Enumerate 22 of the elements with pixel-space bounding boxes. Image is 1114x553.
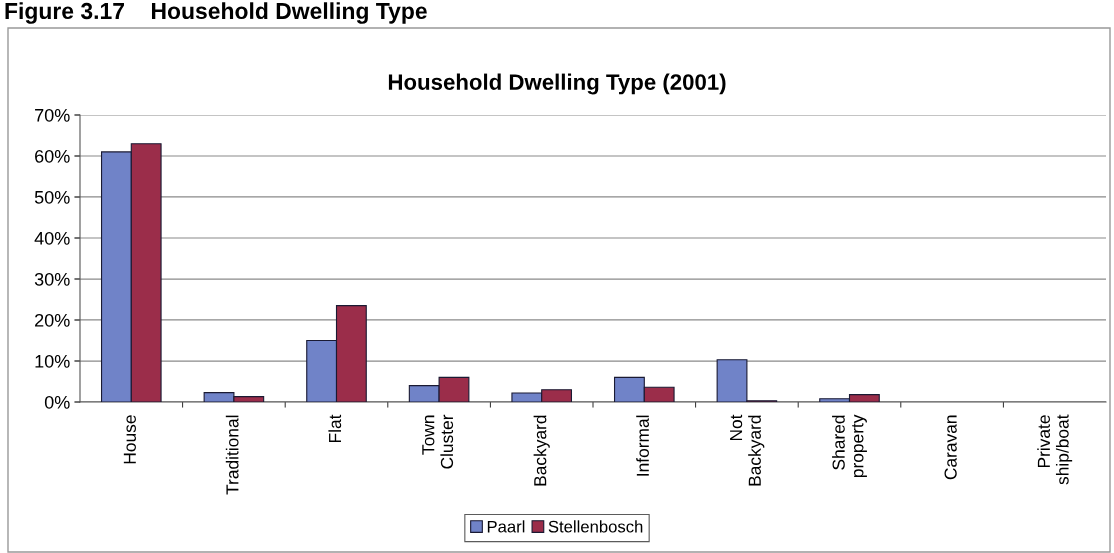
y-tick-label: 20% [35,313,70,327]
y-tick-label: 70% [35,108,70,122]
y-tick-label: 60% [35,149,70,163]
x-tick-label: Private ship/boat [1037,414,1073,485]
x-tick-label: House [123,415,136,464]
x-tick-label: Not Backyard [730,414,765,486]
x-tick-label: Caravan [944,415,957,480]
x-tick-label: Town Cluster [422,414,454,469]
y-tick-label: 10% [35,354,70,368]
x-tick-label: Backyard [533,415,550,486]
y-tick-label: 40% [34,231,70,245]
x-tick-label: Shared property [832,414,867,478]
y-tick-label: 0% [44,395,70,409]
legend-label: Paarl [487,520,525,533]
chart-title: Household Dwelling Type (2001) [388,73,726,95]
legend-label: Stellenbosch [548,520,643,533]
x-tick-label: Informal [636,415,649,476]
caption: Figure 3.17 Household Dwelling Type [5,2,427,24]
y-tick-label: 30% [34,272,70,286]
y-tick-label: 50% [34,190,70,204]
x-tick-label: Flat [328,414,342,443]
x-tick-label: Traditional [225,415,239,495]
